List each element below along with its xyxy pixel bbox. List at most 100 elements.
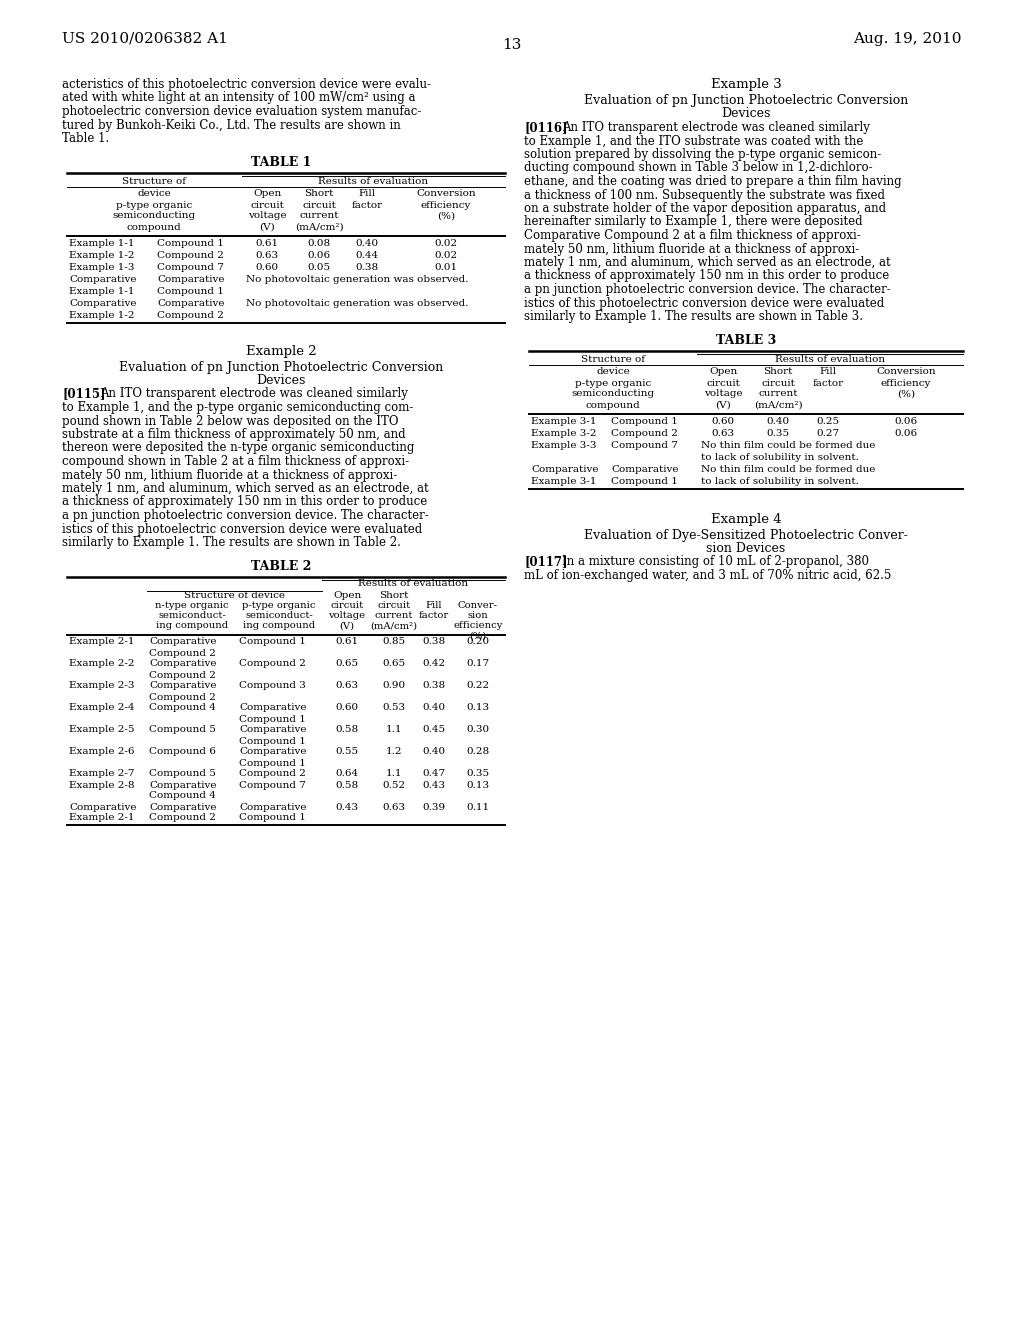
Text: Comparative: Comparative: [69, 275, 136, 284]
Text: Structure of: Structure of: [122, 177, 186, 186]
Text: ducting compound shown in Table 3 below in 1,2-dichloro-: ducting compound shown in Table 3 below …: [524, 161, 872, 174]
Text: 0.58: 0.58: [336, 780, 358, 789]
Text: Open: Open: [253, 190, 282, 198]
Text: Compound 1: Compound 1: [239, 737, 306, 746]
Text: Example 2-2: Example 2-2: [69, 660, 134, 668]
Text: solution prepared by dissolving the p-type organic semicon-: solution prepared by dissolving the p-ty…: [524, 148, 882, 161]
Text: compound: compound: [586, 400, 640, 409]
Text: 0.63: 0.63: [255, 251, 279, 260]
Text: 1.1: 1.1: [386, 770, 402, 779]
Text: (%): (%): [437, 211, 455, 220]
Text: similarly to Example 1. The results are shown in Table 2.: similarly to Example 1. The results are …: [62, 536, 400, 549]
Text: Compound 2: Compound 2: [150, 648, 216, 657]
Text: 0.43: 0.43: [423, 780, 445, 789]
Text: Example 2-6: Example 2-6: [69, 747, 134, 756]
Text: Compound 1: Compound 1: [611, 417, 678, 425]
Text: Structure of device: Structure of device: [183, 590, 285, 599]
Text: Aug. 19, 2010: Aug. 19, 2010: [853, 32, 962, 46]
Text: 0.13: 0.13: [467, 704, 489, 713]
Text: thereon were deposited the n-type organic semiconducting: thereon were deposited the n-type organi…: [62, 441, 415, 454]
Text: (%): (%): [897, 389, 915, 399]
Text: efficiency: efficiency: [454, 622, 503, 631]
Text: Compound 1: Compound 1: [239, 759, 306, 767]
Text: Example 2-1: Example 2-1: [69, 638, 134, 647]
Text: Example 2-1: Example 2-1: [69, 813, 134, 822]
Text: 0.06: 0.06: [894, 429, 918, 437]
Text: 0.43: 0.43: [336, 803, 358, 812]
Text: Example 3-1: Example 3-1: [531, 417, 597, 425]
Text: Short: Short: [379, 590, 409, 599]
Text: An ITO transparent electrode was cleaned similarly: An ITO transparent electrode was cleaned…: [100, 388, 408, 400]
Text: Example 3-3: Example 3-3: [531, 441, 597, 450]
Text: to lack of solubility in solvent.: to lack of solubility in solvent.: [701, 477, 859, 486]
Text: 0.06: 0.06: [894, 417, 918, 425]
Text: Example 2-5: Example 2-5: [69, 726, 134, 734]
Text: 0.20: 0.20: [467, 638, 489, 647]
Text: Devices: Devices: [721, 107, 771, 120]
Text: current: current: [758, 389, 798, 399]
Text: p-type organic: p-type organic: [243, 602, 315, 610]
Text: 0.11: 0.11: [467, 803, 489, 812]
Text: 0.28: 0.28: [467, 747, 489, 756]
Text: semiconduct-: semiconduct-: [158, 611, 226, 620]
Text: 0.02: 0.02: [434, 251, 458, 260]
Text: Compound 1: Compound 1: [611, 477, 678, 486]
Text: 0.22: 0.22: [467, 681, 489, 690]
Text: Comparative: Comparative: [150, 660, 216, 668]
Text: 0.38: 0.38: [423, 638, 445, 647]
Text: An ITO transparent electrode was cleaned similarly: An ITO transparent electrode was cleaned…: [562, 121, 869, 135]
Text: Open: Open: [333, 590, 361, 599]
Text: 0.25: 0.25: [816, 417, 840, 425]
Text: Comparative: Comparative: [150, 803, 216, 812]
Text: 0.60: 0.60: [336, 704, 358, 713]
Text: Compound 2: Compound 2: [150, 693, 216, 701]
Text: Compound 1: Compound 1: [239, 714, 306, 723]
Text: photoelectric conversion device evaluation system manufac-: photoelectric conversion device evaluati…: [62, 106, 421, 117]
Text: TABLE 3: TABLE 3: [716, 334, 776, 346]
Text: 0.39: 0.39: [423, 803, 445, 812]
Text: circuit: circuit: [707, 379, 740, 388]
Text: Example 2-7: Example 2-7: [69, 770, 134, 779]
Text: a thickness of 100 nm. Subsequently the substrate was fixed: a thickness of 100 nm. Subsequently the …: [524, 189, 885, 202]
Text: 0.30: 0.30: [467, 726, 489, 734]
Text: Compound 2: Compound 2: [239, 660, 306, 668]
Text: 0.65: 0.65: [336, 660, 358, 668]
Text: Comparative: Comparative: [150, 681, 216, 690]
Text: Fill: Fill: [426, 602, 442, 610]
Text: Compound 2: Compound 2: [150, 813, 216, 822]
Text: a pn junction photoelectric conversion device. The character-: a pn junction photoelectric conversion d…: [524, 282, 891, 296]
Text: semiconduct-: semiconduct-: [245, 611, 313, 620]
Text: (V): (V): [259, 223, 274, 231]
Text: a pn junction photoelectric conversion device. The character-: a pn junction photoelectric conversion d…: [62, 510, 429, 521]
Text: istics of this photoelectric conversion device were evaluated: istics of this photoelectric conversion …: [524, 297, 885, 309]
Text: a thickness of approximately 150 nm in this order to produce: a thickness of approximately 150 nm in t…: [62, 495, 427, 508]
Text: 0.61: 0.61: [255, 239, 279, 248]
Text: Structure of: Structure of: [581, 355, 645, 363]
Text: Evaluation of Dye-Sensitized Photoelectric Conver-: Evaluation of Dye-Sensitized Photoelectr…: [584, 528, 908, 541]
Text: compound: compound: [127, 223, 181, 231]
Text: device: device: [596, 367, 630, 376]
Text: Compound 1: Compound 1: [239, 638, 306, 647]
Text: Fill: Fill: [819, 367, 837, 376]
Text: current: current: [299, 211, 339, 220]
Text: 0.58: 0.58: [336, 726, 358, 734]
Text: 0.02: 0.02: [434, 239, 458, 248]
Text: 0.08: 0.08: [307, 239, 331, 248]
Text: 0.47: 0.47: [423, 770, 445, 779]
Text: to lack of solubility in solvent.: to lack of solubility in solvent.: [701, 453, 859, 462]
Text: Example 2-4: Example 2-4: [69, 704, 134, 713]
Text: Compound 3: Compound 3: [239, 681, 306, 690]
Text: 0.63: 0.63: [712, 429, 734, 437]
Text: Compound 2: Compound 2: [157, 310, 224, 319]
Text: efficiency: efficiency: [881, 379, 931, 388]
Text: Comparative: Comparative: [531, 465, 598, 474]
Text: sion Devices: sion Devices: [707, 541, 785, 554]
Text: similarly to Example 1. The results are shown in Table 3.: similarly to Example 1. The results are …: [524, 310, 863, 323]
Text: 0.90: 0.90: [382, 681, 406, 690]
Text: Evaluation of pn Junction Photoelectric Conversion: Evaluation of pn Junction Photoelectric …: [584, 94, 908, 107]
Text: factor: factor: [419, 611, 450, 620]
Text: voltage: voltage: [248, 211, 287, 220]
Text: [0117]: [0117]: [524, 556, 567, 569]
Text: 1.2: 1.2: [386, 747, 402, 756]
Text: Comparative: Comparative: [157, 275, 224, 284]
